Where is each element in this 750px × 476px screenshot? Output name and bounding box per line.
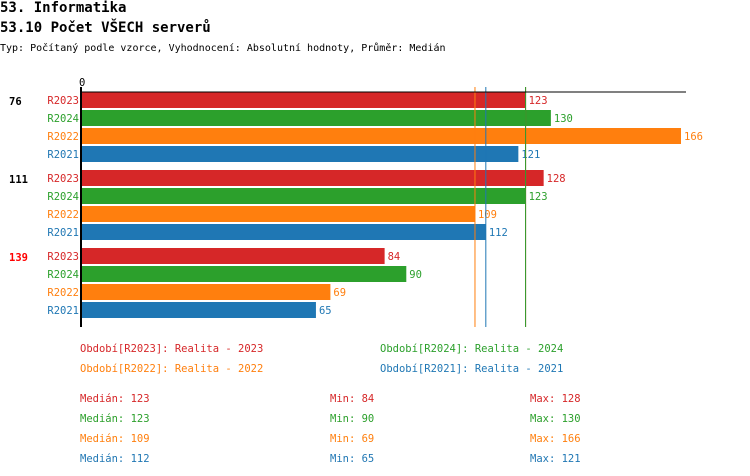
stat-min: Min: 90: [330, 413, 374, 425]
data-label: 69: [333, 287, 346, 299]
series-label: R2023: [47, 95, 79, 107]
stat-max: Max: 128: [530, 393, 581, 405]
bar: [81, 302, 316, 318]
group-label: 76: [9, 96, 22, 108]
bar: [81, 248, 385, 264]
chart-title: 53.10 Počet VŠECH serverů: [0, 20, 211, 36]
series-label: R2022: [47, 287, 79, 299]
stat-max: Max: 166: [530, 433, 581, 445]
group-label: 139: [9, 252, 28, 264]
series-label: R2022: [47, 209, 79, 221]
stat-max: Max: 121: [530, 453, 581, 465]
bar: [81, 128, 681, 144]
series-label: R2021: [47, 227, 79, 239]
series-label: R2023: [47, 173, 79, 185]
bar: [81, 266, 407, 282]
legend-item: Období[R2023]: Realita - 2023: [80, 343, 263, 355]
stat-max: Max: 130: [530, 413, 581, 425]
bar: [81, 224, 486, 240]
series-label: R2023: [47, 251, 79, 263]
bar: [81, 92, 526, 108]
legend-item: Období[R2022]: Realita - 2022: [80, 363, 263, 375]
group-label: 111: [9, 174, 28, 186]
bar: [81, 146, 519, 162]
stat-min: Min: 84: [330, 393, 374, 405]
legend-item: Období[R2024]: Realita - 2024: [380, 343, 563, 355]
bar: [81, 188, 526, 204]
series-label: R2021: [47, 149, 79, 161]
bar: [81, 170, 544, 186]
stat-median: Medián: 123: [80, 413, 150, 425]
data-label: 112: [489, 227, 508, 239]
stat-median: Medián: 112: [80, 453, 150, 465]
data-label: 128: [547, 173, 566, 185]
stat-median: Medián: 109: [80, 433, 150, 445]
stat-min: Min: 69: [330, 433, 374, 445]
chart-subtitle: Typ: Počítaný podle vzorce, Vyhodnocení:…: [0, 43, 446, 54]
series-label: R2021: [47, 305, 79, 317]
data-label: 109: [478, 209, 497, 221]
bar: [81, 284, 331, 300]
series-label: R2024: [47, 113, 79, 125]
legend-item: Období[R2021]: Realita - 2021: [380, 363, 563, 375]
bar: [81, 206, 475, 222]
series-label: R2024: [47, 269, 79, 281]
data-label: 90: [409, 269, 422, 281]
data-label: 123: [529, 95, 548, 107]
stat-min: Min: 65: [330, 453, 374, 465]
bar: [81, 110, 551, 126]
data-label: 121: [521, 149, 540, 161]
stat-median: Medián: 123: [80, 393, 150, 405]
data-label: 84: [388, 251, 401, 263]
x-tick-label: 0: [79, 77, 85, 89]
section-title: 53. Informatika: [0, 0, 127, 16]
data-label: 65: [319, 305, 332, 317]
data-label: 130: [554, 113, 573, 125]
data-label: 123: [529, 191, 548, 203]
data-label: 166: [684, 131, 703, 143]
series-label: R2024: [47, 191, 79, 203]
series-label: R2022: [47, 131, 79, 143]
